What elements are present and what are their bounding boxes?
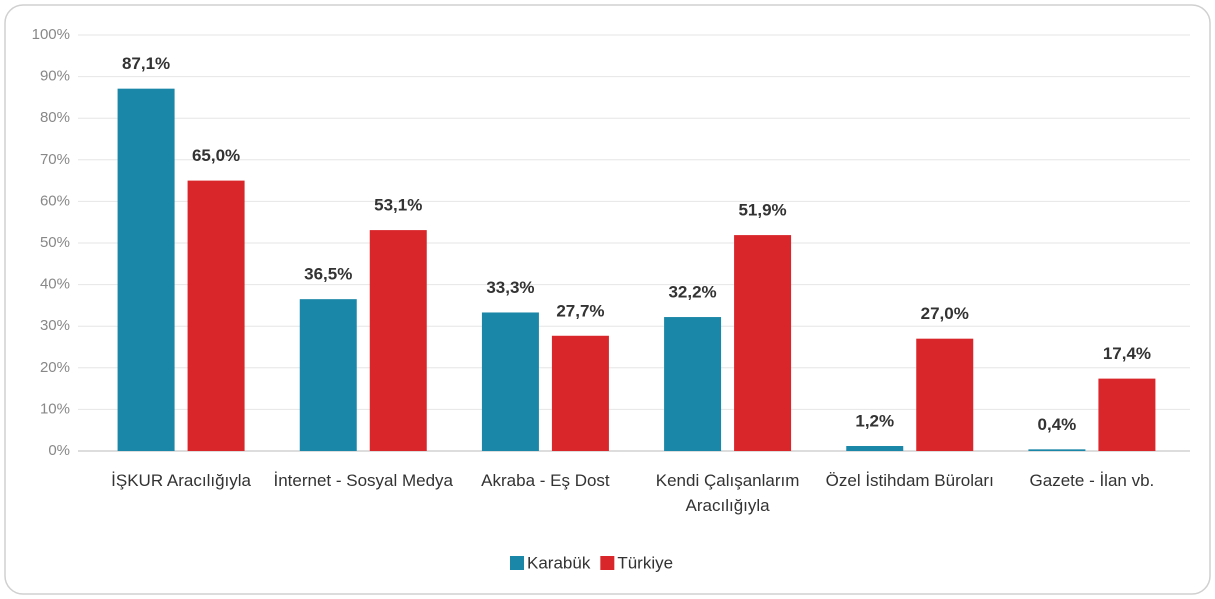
data-label: 36,5% xyxy=(304,265,352,284)
y-tick-label: 70% xyxy=(40,151,70,168)
bar xyxy=(369,230,427,451)
bar xyxy=(551,335,609,451)
bar xyxy=(187,180,245,451)
data-label: 32,2% xyxy=(668,283,716,302)
y-tick-label: 0% xyxy=(48,442,70,459)
y-tick-label: 40% xyxy=(40,276,70,293)
bar xyxy=(916,338,974,451)
data-label: 87,1% xyxy=(122,54,170,73)
data-label: 33,3% xyxy=(486,278,534,297)
x-tick-label: İŞKUR Aracılığıyla xyxy=(111,471,251,490)
legend-label: Türkiye xyxy=(617,553,673,572)
data-label: 1,2% xyxy=(855,411,894,430)
legend-swatch xyxy=(600,556,615,570)
x-tick-label: Gazete - İlan vb. xyxy=(1029,471,1155,490)
y-tick-label: 10% xyxy=(40,400,70,417)
y-tick-label: 100% xyxy=(32,26,70,43)
bar xyxy=(1098,378,1156,451)
data-label: 27,0% xyxy=(921,304,969,323)
bar xyxy=(664,317,722,451)
data-label: 51,9% xyxy=(738,201,786,220)
y-tick-label: 30% xyxy=(40,317,70,334)
x-tick-label: Kendi Çalışanlarım Aracılığıyla xyxy=(655,471,800,515)
y-tick-label: 20% xyxy=(40,359,70,376)
legend-swatch xyxy=(510,556,524,570)
x-tick-label: Özel İstihdam Büroları xyxy=(825,471,994,490)
bar xyxy=(734,235,792,451)
data-label: 27,7% xyxy=(556,301,604,320)
bar xyxy=(846,446,904,451)
x-tick-label: Akraba - Eş Dost xyxy=(481,471,610,490)
chart-border xyxy=(4,4,1211,595)
y-tick-label: 80% xyxy=(40,109,70,126)
data-label: 17,4% xyxy=(1103,344,1151,363)
bar xyxy=(1028,449,1086,451)
bar xyxy=(299,299,357,451)
y-tick-label: 90% xyxy=(40,68,70,85)
bar xyxy=(117,88,175,451)
data-label: 53,1% xyxy=(374,196,422,215)
data-label: 0,4% xyxy=(1038,415,1077,434)
bar xyxy=(481,312,539,451)
y-tick-label: 60% xyxy=(40,192,70,209)
y-tick-label: 50% xyxy=(40,234,70,251)
data-label: 65,0% xyxy=(192,146,240,165)
x-tick-label: İnternet - Sosyal Medya xyxy=(273,471,453,490)
legend-label: Karabük xyxy=(527,553,591,572)
